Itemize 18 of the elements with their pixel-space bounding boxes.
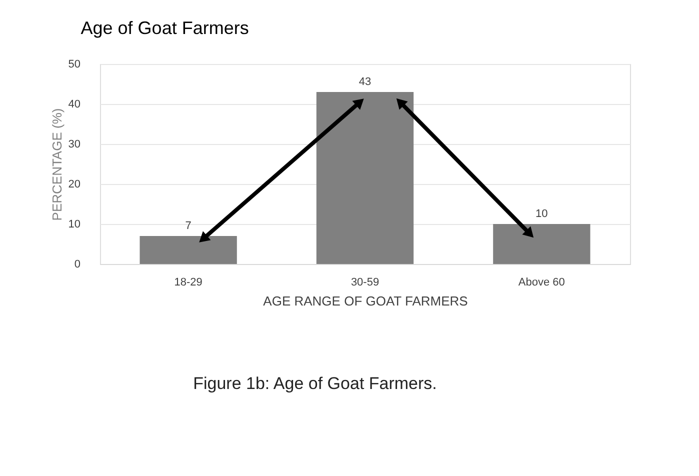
x-axis-title: AGE RANGE OF GOAT FARMERS — [263, 294, 468, 308]
x-tick-label: 18-29 — [174, 276, 202, 288]
caption: Figure 1b: Age of Goat Farmers. — [193, 374, 437, 393]
y-tick-label: 30 — [68, 138, 80, 150]
y-axis-title: PERCENTAGE (%) — [49, 108, 64, 221]
data-label: 7 — [185, 220, 192, 232]
data-label: 43 — [358, 76, 372, 88]
y-tick-label: 20 — [68, 178, 80, 190]
y-tick-label: 10 — [68, 218, 80, 230]
x-tick-label: Above 60 — [518, 276, 565, 288]
chart-title: Age of Goat Farmers — [80, 18, 249, 38]
x-tick-label: 30-59 — [350, 276, 380, 288]
bar — [140, 236, 237, 264]
y-tick-label: 0 — [74, 258, 80, 270]
y-tick-label: 40 — [68, 98, 80, 110]
bar — [493, 224, 590, 264]
y-tick-label: 50 — [68, 58, 80, 70]
data-label: 10 — [536, 208, 548, 220]
